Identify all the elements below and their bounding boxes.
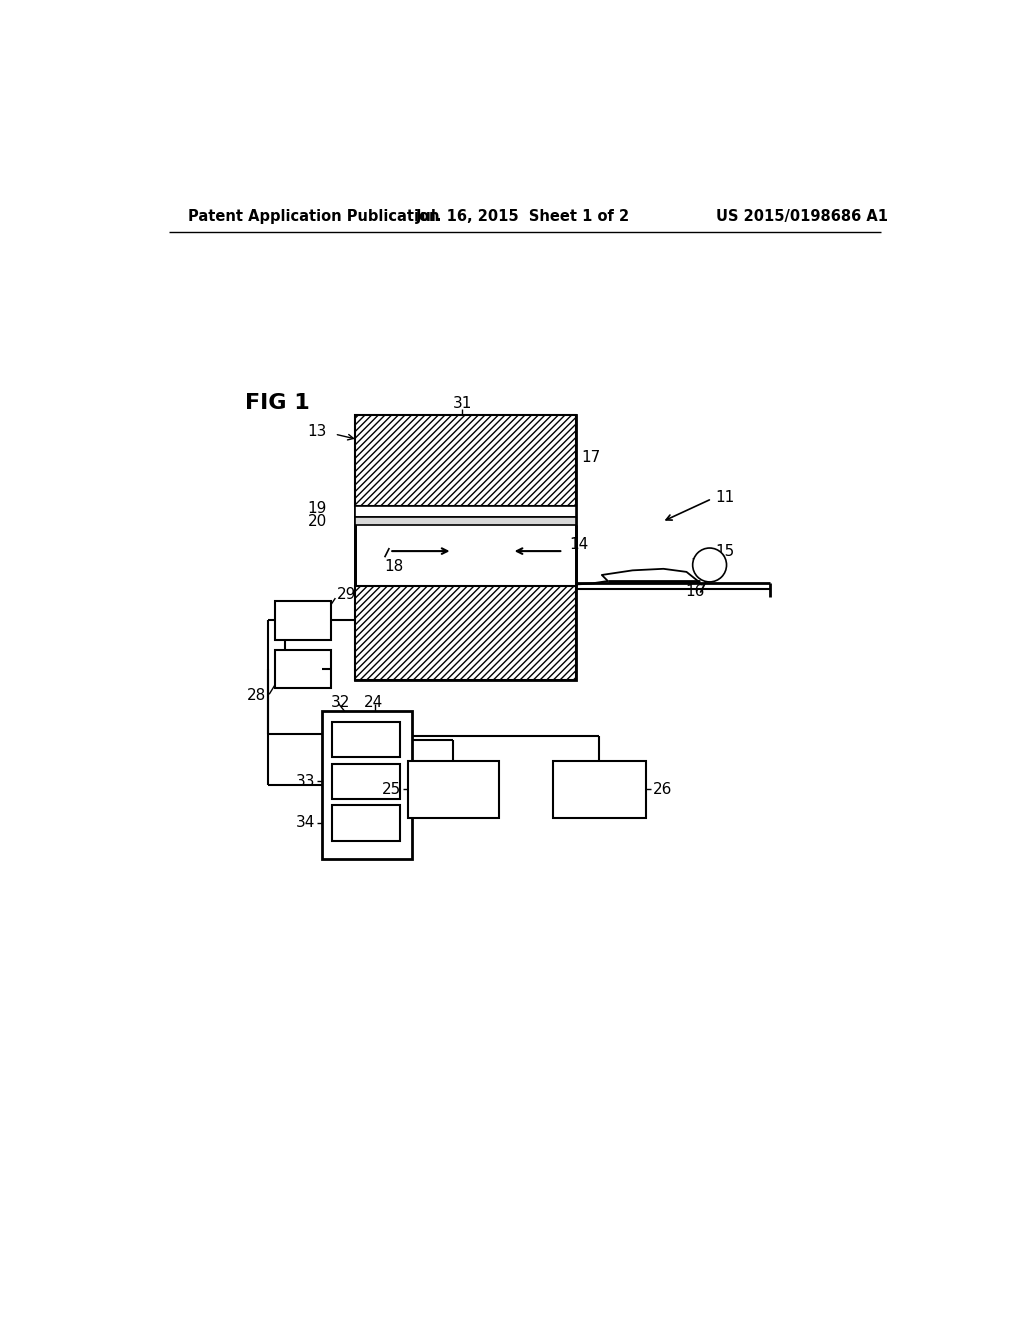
Bar: [333, 722, 400, 758]
Text: 19: 19: [307, 502, 327, 516]
Text: 20: 20: [307, 515, 327, 529]
Bar: [333, 763, 400, 799]
Text: FIG 1: FIG 1: [245, 393, 309, 413]
Bar: [322, 711, 413, 859]
Text: 11: 11: [716, 490, 735, 504]
Text: 33: 33: [296, 774, 315, 789]
Text: 18: 18: [385, 558, 403, 574]
Text: 13: 13: [307, 424, 327, 440]
Text: 26: 26: [652, 781, 672, 796]
Bar: [355, 517, 575, 525]
Text: 25: 25: [382, 781, 401, 796]
Bar: [275, 649, 331, 688]
Text: Patent Application Publication: Patent Application Publication: [188, 209, 440, 223]
Bar: [355, 414, 575, 681]
Text: 28: 28: [247, 688, 266, 704]
Bar: [333, 805, 400, 841]
Text: 32: 32: [331, 694, 350, 710]
Text: 17: 17: [581, 450, 600, 465]
Text: 24: 24: [364, 694, 383, 710]
Text: 31: 31: [453, 396, 472, 411]
Bar: [355, 586, 575, 681]
Text: 34: 34: [296, 816, 315, 830]
Bar: [408, 760, 499, 818]
Bar: [553, 760, 646, 818]
Text: 15: 15: [716, 544, 735, 558]
Circle shape: [692, 548, 727, 582]
Text: 16: 16: [685, 585, 705, 599]
Text: US 2015/0198686 A1: US 2015/0198686 A1: [716, 209, 888, 223]
Bar: [355, 414, 575, 506]
Text: Jul. 16, 2015  Sheet 1 of 2: Jul. 16, 2015 Sheet 1 of 2: [416, 209, 630, 223]
Bar: [275, 601, 331, 640]
Bar: [355, 506, 575, 517]
Text: 29: 29: [337, 587, 356, 602]
Text: 14: 14: [569, 537, 589, 553]
